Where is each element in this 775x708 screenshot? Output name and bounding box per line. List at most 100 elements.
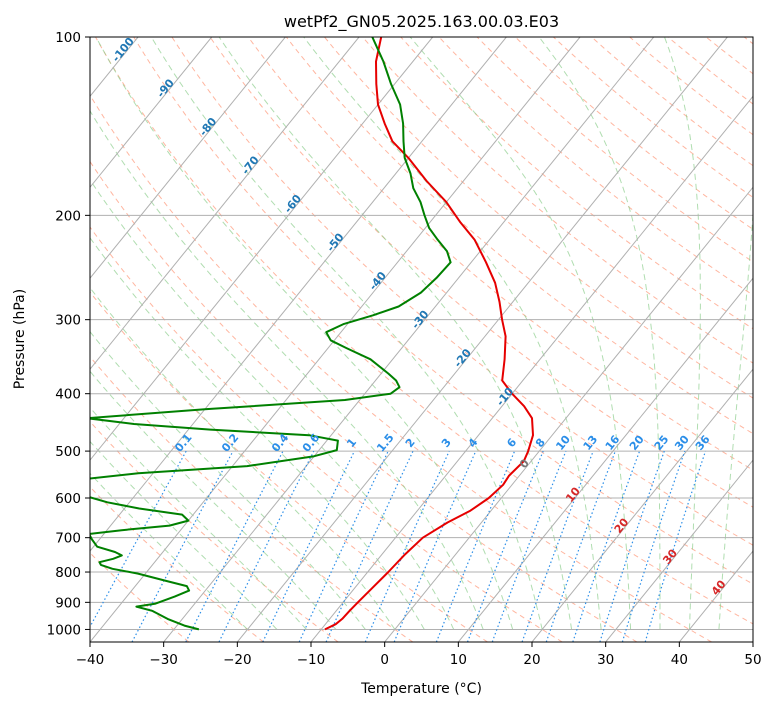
isotherm-label: -70 bbox=[239, 153, 262, 177]
dry-adiabat bbox=[90, 486, 264, 642]
y-tick-label: 600 bbox=[55, 491, 81, 507]
isotherm-label: -20 bbox=[451, 346, 474, 370]
x-tick-label: 40 bbox=[671, 652, 688, 668]
moist-adiabat bbox=[90, 286, 396, 630]
moist-adiabat bbox=[95, 37, 514, 630]
mixing-ratio-label: 36 bbox=[693, 433, 713, 453]
mixing-ratio-label: 10 bbox=[553, 433, 573, 453]
dry-adiabat bbox=[553, 37, 753, 198]
plot-frame bbox=[89, 36, 754, 643]
mixing-ratio-line bbox=[262, 450, 355, 642]
mixing-ratio-line bbox=[435, 450, 516, 642]
dry-adiabat bbox=[90, 355, 414, 642]
dry-adiabat bbox=[400, 37, 753, 330]
moist-adiabat bbox=[90, 236, 425, 630]
mixing-ratio-line bbox=[545, 450, 616, 642]
mixing-ratio-line bbox=[298, 450, 389, 642]
moist-adiabat bbox=[90, 109, 484, 630]
isotherm-label: -60 bbox=[282, 192, 305, 216]
isotherm-line bbox=[90, 37, 434, 461]
isotherm-line bbox=[384, 186, 753, 642]
isotherm-line bbox=[0, 37, 64, 642]
mixing-ratio-line bbox=[521, 450, 594, 642]
isotherm-line bbox=[90, 37, 213, 189]
moist-adiabat bbox=[218, 37, 573, 630]
x-tick-label: 0 bbox=[380, 652, 389, 668]
dewpoint-line bbox=[90, 37, 452, 631]
y-tick-label: 900 bbox=[55, 595, 81, 611]
mixing-ratio-label: 6 bbox=[504, 436, 519, 450]
dry-adiabat bbox=[362, 37, 753, 364]
y-tick-label: 700 bbox=[55, 531, 81, 547]
mixing-ratio-label: 3 bbox=[439, 436, 454, 450]
warm-isotherm-label: 10 bbox=[563, 484, 583, 504]
mixing-ratio-line bbox=[90, 450, 187, 629]
mixing-ratio-label: 1 bbox=[344, 436, 359, 450]
moist-adiabat bbox=[664, 37, 701, 630]
x-tick-label: 30 bbox=[597, 652, 614, 668]
warm-isotherm-label: 20 bbox=[612, 515, 632, 535]
dry-adiabat bbox=[209, 37, 753, 508]
isotherm-line bbox=[90, 37, 286, 280]
dry-adiabat bbox=[476, 37, 753, 263]
dry-adiabat bbox=[90, 226, 563, 642]
isotherm-line bbox=[163, 37, 655, 642]
mixing-ratio-line bbox=[325, 450, 414, 642]
mixing-ratio-line bbox=[644, 450, 707, 642]
isotherm-label: -30 bbox=[409, 308, 432, 332]
isotherm-line bbox=[90, 37, 360, 370]
mixing-ratio-label: 16 bbox=[603, 433, 623, 453]
background-lines bbox=[0, 37, 753, 642]
isotherm-line bbox=[310, 95, 753, 642]
mixing-ratio-line bbox=[572, 450, 641, 642]
isotherm-label: -100 bbox=[109, 35, 137, 65]
mixing-ratio-line bbox=[185, 450, 284, 642]
x-tick-label: −10 bbox=[297, 652, 326, 668]
warm-isotherm-label: 30 bbox=[660, 546, 680, 566]
isotherm-line bbox=[236, 37, 728, 642]
dry-adiabat bbox=[90, 552, 190, 642]
dry-adiabat bbox=[438, 37, 753, 296]
x-axis: −40 −30 −20 −10 0 10 20 30 40 50 bbox=[76, 642, 762, 668]
moist-adiabat bbox=[718, 207, 753, 630]
y-axis: 100 200 300 400 500 600 700 800 900 1000 bbox=[47, 30, 90, 638]
x-tick-label: 10 bbox=[450, 652, 467, 668]
mixing-ratio-label: 30 bbox=[672, 433, 692, 453]
isotherm-label: -10 bbox=[494, 385, 517, 409]
warm-isotherm-label: 40 bbox=[709, 577, 729, 597]
mixing-ratio-label: 13 bbox=[581, 433, 601, 453]
mixing-ratio-label: 25 bbox=[652, 433, 672, 453]
moist-adiabat bbox=[538, 37, 661, 630]
y-tick-label: 100 bbox=[55, 30, 81, 46]
dry-adiabat bbox=[171, 37, 753, 546]
isotherm-line bbox=[605, 459, 753, 642]
x-tick-label: −20 bbox=[223, 652, 252, 668]
dry-adiabat bbox=[90, 291, 488, 642]
moist-adiabat bbox=[90, 472, 248, 630]
dry-adiabat bbox=[667, 37, 753, 105]
mixing-ratio-line bbox=[364, 450, 450, 642]
dry-adiabat bbox=[95, 37, 753, 625]
mixing-ratio-line bbox=[491, 450, 567, 642]
chart-title: wetPf2_GN05.2025.163.00.03.E03 bbox=[284, 12, 559, 32]
x-tick-label: 20 bbox=[523, 652, 540, 668]
y-tick-label: 200 bbox=[55, 208, 81, 224]
dry-adiabat bbox=[90, 94, 712, 642]
dry-adiabat bbox=[514, 37, 753, 230]
isotherm-label: -50 bbox=[324, 231, 347, 255]
y-tick-label: 300 bbox=[55, 313, 81, 329]
mixing-ratio-line bbox=[131, 450, 234, 642]
temperature-line bbox=[324, 37, 534, 631]
mixing-ratio-line bbox=[393, 450, 477, 642]
moist-adiabat bbox=[90, 406, 307, 630]
isotherm-line bbox=[90, 37, 581, 642]
isotherm-label: -40 bbox=[366, 269, 389, 293]
y-axis-label: Pressure (hPa) bbox=[12, 289, 28, 389]
isotherm-line bbox=[752, 641, 753, 642]
isotherm-line bbox=[457, 277, 753, 642]
dry-adiabat bbox=[133, 37, 753, 585]
x-axis-label: Temperature (°C) bbox=[360, 681, 482, 697]
dry-adiabat bbox=[90, 420, 339, 642]
y-tick-label: 400 bbox=[55, 387, 81, 403]
